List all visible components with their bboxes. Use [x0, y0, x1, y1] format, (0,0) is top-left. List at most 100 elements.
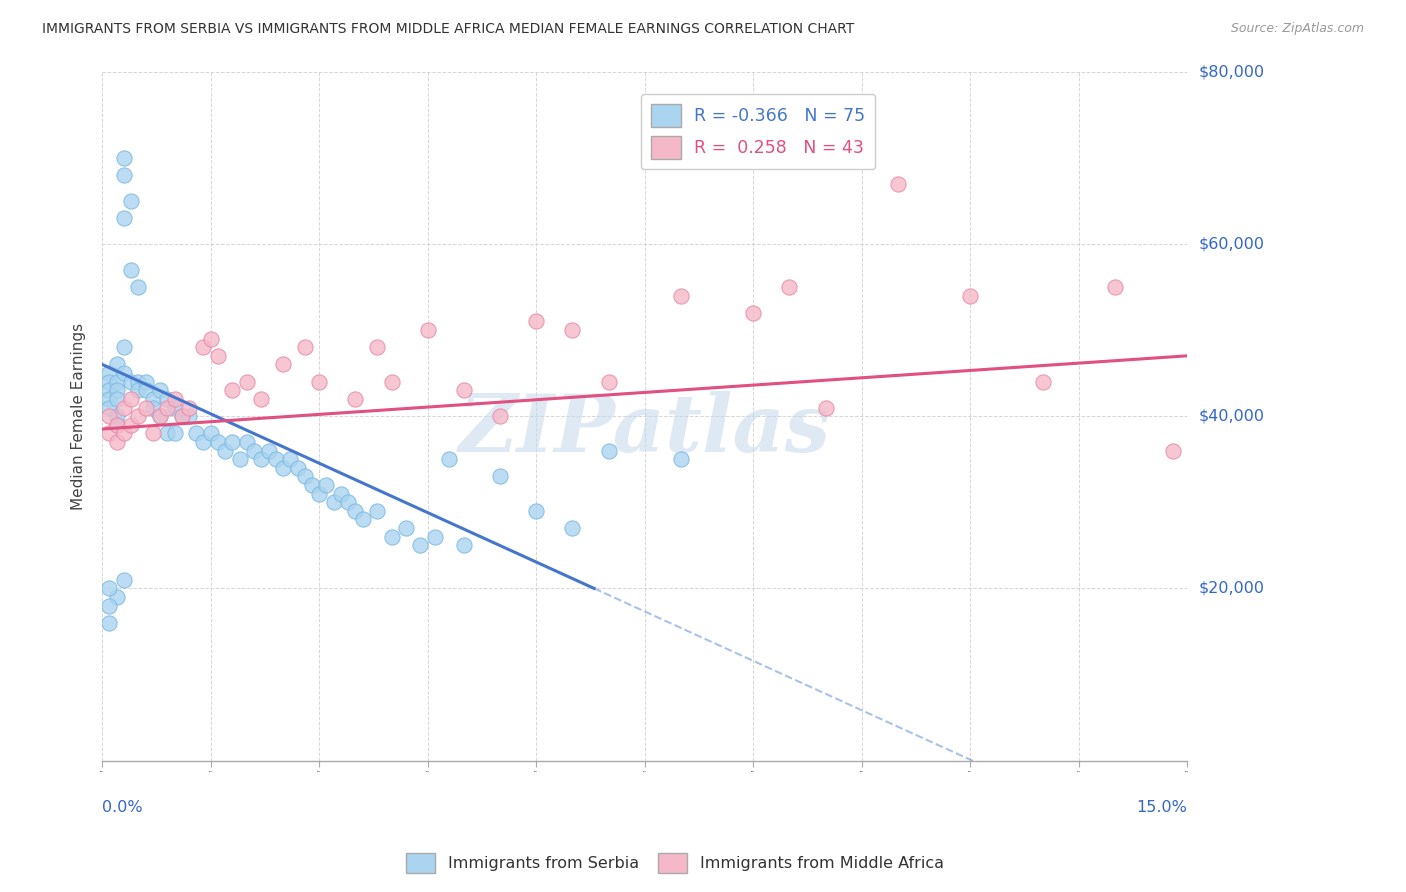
Point [112, 573, 135, 587]
Point [200, 332, 222, 346]
Point [264, 452, 287, 467]
Point [120, 262, 142, 277]
Point [294, 469, 316, 483]
Point [287, 460, 309, 475]
Point [207, 434, 229, 449]
Point [105, 417, 128, 432]
Point [98, 366, 121, 380]
Point [98, 375, 121, 389]
Point [98, 392, 121, 406]
Point [1161, 443, 1184, 458]
Point [112, 366, 135, 380]
Point [778, 280, 800, 294]
Point [366, 340, 388, 354]
Point [271, 358, 294, 372]
Text: $20,000: $20,000 [1198, 581, 1264, 596]
Point [322, 495, 344, 509]
Point [156, 401, 179, 415]
Point [142, 401, 165, 415]
Point [207, 349, 229, 363]
Point [221, 434, 243, 449]
Point [250, 392, 273, 406]
Point [149, 409, 172, 423]
Point [366, 504, 388, 518]
Point [98, 615, 121, 630]
Point [142, 392, 165, 406]
Point [271, 460, 294, 475]
Point [112, 168, 135, 182]
Point [598, 443, 620, 458]
Point [409, 538, 432, 552]
Point [453, 384, 475, 398]
Point [200, 426, 222, 441]
Point [105, 375, 128, 389]
Point [142, 426, 165, 441]
Point [344, 504, 367, 518]
Point [489, 409, 512, 423]
Point [135, 384, 157, 398]
Text: $60,000: $60,000 [1198, 236, 1264, 252]
Point [105, 384, 128, 398]
Point [120, 417, 142, 432]
Point [163, 401, 186, 415]
Point [439, 452, 461, 467]
Point [308, 486, 330, 500]
Point [98, 599, 121, 613]
Point [669, 452, 692, 467]
Point [170, 409, 193, 423]
Point [228, 452, 250, 467]
Point [344, 392, 367, 406]
Point [98, 401, 121, 415]
Point [416, 323, 439, 337]
Point [105, 590, 128, 604]
Point [598, 375, 620, 389]
Point [112, 340, 135, 354]
Point [561, 323, 583, 337]
Point [423, 530, 446, 544]
Text: 15.0%: 15.0% [1136, 799, 1187, 814]
Point [105, 434, 128, 449]
Point [112, 426, 135, 441]
Point [127, 375, 149, 389]
Point [236, 434, 259, 449]
Point [193, 340, 215, 354]
Point [105, 417, 128, 432]
Point [127, 409, 149, 423]
Point [156, 392, 179, 406]
Point [149, 384, 172, 398]
Point [380, 530, 402, 544]
Point [221, 384, 243, 398]
Point [294, 340, 316, 354]
Point [561, 521, 583, 535]
Point [352, 512, 374, 526]
Text: $80,000: $80,000 [1198, 64, 1264, 79]
Point [814, 401, 837, 415]
Point [112, 211, 135, 225]
Legend: Immigrants from Serbia, Immigrants from Middle Africa: Immigrants from Serbia, Immigrants from … [399, 847, 950, 880]
Point [120, 194, 142, 208]
Y-axis label: Median Female Earnings: Median Female Earnings [72, 323, 86, 509]
Point [112, 401, 135, 415]
Point [315, 478, 337, 492]
Point [98, 409, 121, 423]
Point [489, 469, 512, 483]
Point [105, 358, 128, 372]
Point [1104, 280, 1126, 294]
Point [278, 452, 301, 467]
Point [524, 314, 547, 328]
Text: IMMIGRANTS FROM SERBIA VS IMMIGRANTS FROM MIDDLE AFRICA MEDIAN FEMALE EARNINGS C: IMMIGRANTS FROM SERBIA VS IMMIGRANTS FRO… [42, 22, 855, 37]
Text: Source: ZipAtlas.com: Source: ZipAtlas.com [1230, 22, 1364, 36]
Point [214, 443, 236, 458]
Point [329, 486, 352, 500]
Point [163, 426, 186, 441]
Point [337, 495, 360, 509]
Point [170, 409, 193, 423]
Point [127, 280, 149, 294]
Point [186, 426, 208, 441]
Point [120, 375, 142, 389]
Point [156, 426, 179, 441]
Point [380, 375, 402, 389]
Point [112, 151, 135, 165]
Point [395, 521, 418, 535]
Point [1032, 375, 1054, 389]
